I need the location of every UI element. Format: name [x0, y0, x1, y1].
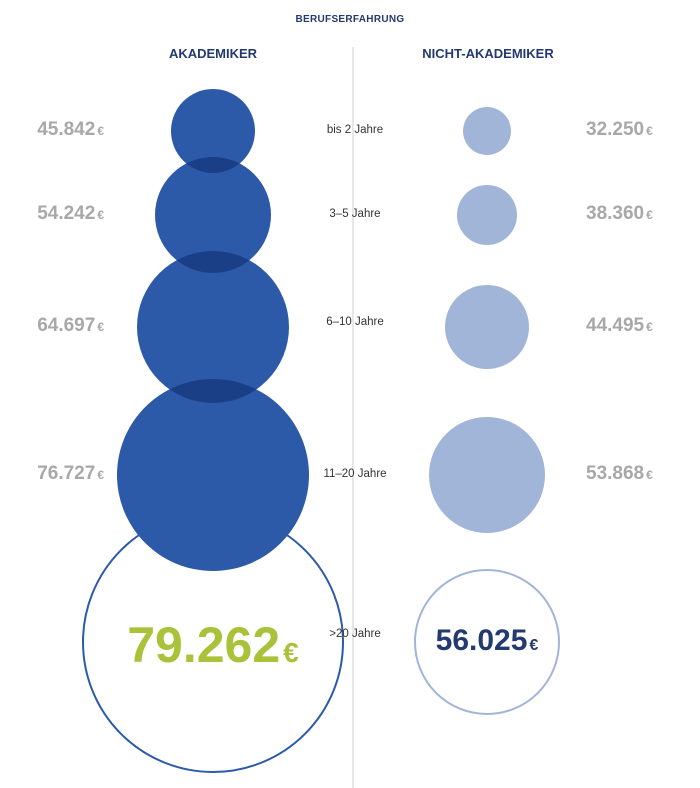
akademiker-value-label: 76.727 € [37, 463, 104, 484]
category-label: 6–10 Jahre [326, 316, 384, 328]
nicht-akademiker-bubble [445, 285, 529, 369]
nicht-akademiker-value-label: 38.360 € [586, 203, 653, 224]
nicht-akademiker-top-value-label: 56.025 € [435, 624, 539, 657]
axis-title: BERUFSERFAHRUNG [295, 14, 405, 25]
category-label: bis 2 Jahre [326, 124, 384, 136]
akademiker-value-label: 45.842 € [37, 119, 104, 140]
akademiker-value-label: 64.697 € [37, 315, 104, 336]
category-label: >20 Jahre [329, 628, 381, 640]
akademiker-bubble [155, 157, 271, 273]
akademiker-value-label: 54.242 € [37, 203, 104, 224]
nicht-akademiker-bubble [457, 185, 517, 245]
category-label: 3–5 Jahre [329, 208, 381, 220]
series-title-nicht-akademiker: NICHT-AKADEMIKER [422, 46, 554, 61]
akademiker-bubble [171, 89, 255, 173]
nicht-akademiker-bubble [414, 569, 560, 715]
nicht-akademiker-bubble [429, 417, 545, 533]
akademiker-bubble [137, 251, 289, 403]
akademiker-bubble [117, 379, 309, 571]
category-label: 11–20 Jahre [323, 468, 387, 480]
series-title-akademiker: AKADEMIKER [168, 46, 258, 61]
nicht-akademiker-value-label: 32.250 € [586, 119, 653, 140]
akademiker-top-value-label: 79.262 € [127, 617, 299, 673]
nicht-akademiker-value-label: 53.868 € [586, 463, 653, 484]
akademiker-bubble [82, 511, 344, 773]
nicht-akademiker-value-label: 44.495 € [586, 315, 653, 336]
nicht-akademiker-bubble [463, 107, 511, 155]
